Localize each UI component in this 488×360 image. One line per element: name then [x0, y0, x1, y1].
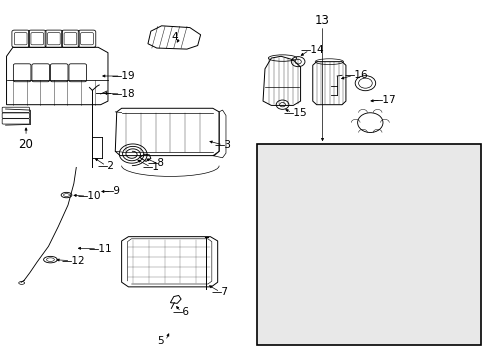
Text: —17: —17 [371, 95, 395, 105]
Text: —7: —7 [211, 287, 228, 297]
Text: —19: —19 [112, 71, 135, 81]
Text: —10: —10 [78, 191, 101, 201]
Text: 4: 4 [171, 32, 178, 42]
Text: —6: —6 [172, 307, 189, 317]
Text: —16: —16 [344, 70, 367, 80]
Text: 13: 13 [314, 14, 329, 27]
Text: —14: —14 [300, 45, 324, 55]
Text: —9: —9 [103, 186, 120, 197]
Text: —8: —8 [148, 158, 164, 168]
Text: —11: —11 [88, 244, 112, 254]
Bar [256, 144, 480, 345]
Text: —18: —18 [112, 89, 135, 99]
Text: 20: 20 [19, 138, 33, 150]
Text: —2: —2 [97, 161, 114, 171]
Text: —3: —3 [214, 140, 231, 150]
Text: 5: 5 [157, 336, 163, 346]
Text: —15: —15 [283, 108, 306, 118]
Text: —1: —1 [142, 162, 159, 172]
Text: —12: —12 [61, 256, 85, 266]
